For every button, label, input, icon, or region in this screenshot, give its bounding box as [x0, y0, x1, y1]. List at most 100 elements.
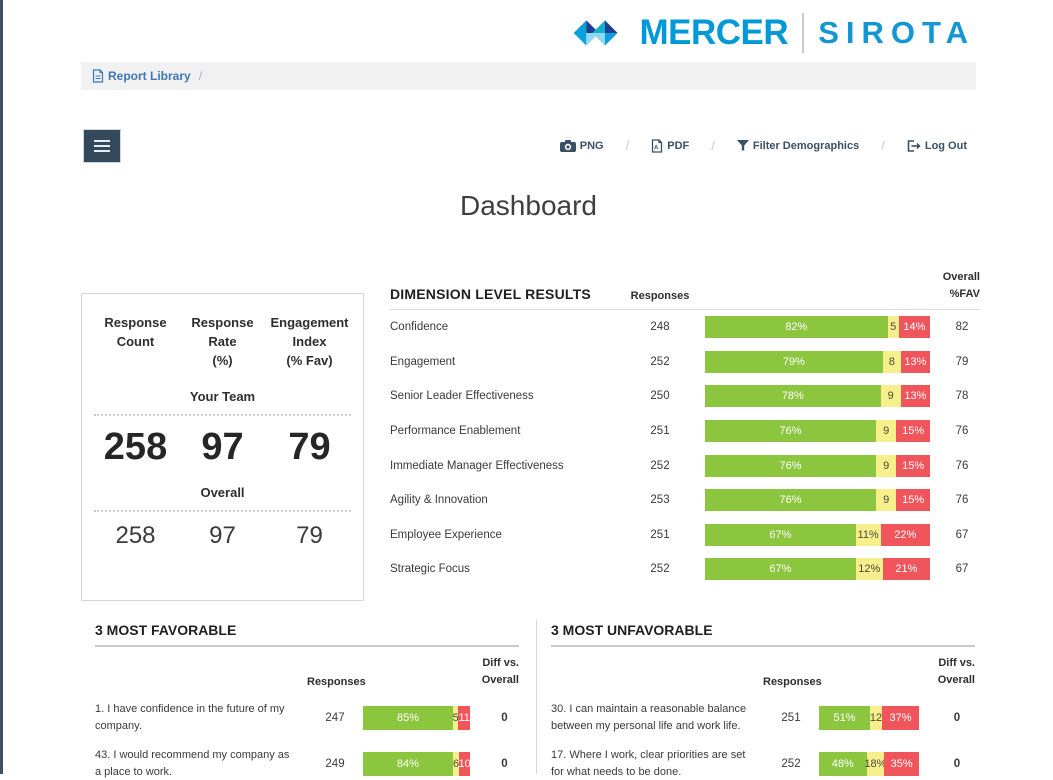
responses-value: 252	[781, 757, 801, 770]
toolbar-separator: /	[711, 138, 715, 153]
your-team-label: Your Team	[189, 388, 256, 404]
svg-text:A: A	[654, 145, 659, 151]
filter-label: Filter Demographics	[752, 139, 860, 152]
logout-button[interactable]: Log Out	[907, 140, 967, 152]
question-label: 17. Where I work, clear priorities are s…	[551, 749, 746, 778]
question-label: 30. I can maintain a reasonable balance …	[551, 703, 747, 732]
stacked-bar: 51% 12 37%	[819, 705, 919, 730]
question-label: 43. I would recommend my company as a pl…	[95, 749, 290, 778]
stacked-bar: 82% 5 14%	[705, 316, 930, 339]
overall-response-rate: 97	[209, 521, 236, 549]
dimension-label: Employee Experience	[390, 528, 502, 541]
table-row: 30. I can maintain a reasonable balance …	[551, 701, 975, 734]
document-icon	[92, 69, 104, 83]
responses-value: 251	[650, 528, 670, 541]
breadcrumb: Report Library /	[81, 62, 976, 90]
export-pdf-button[interactable]: A PDF	[651, 138, 690, 153]
dotted-divider	[94, 413, 351, 416]
diff-vs-overall-header: Diff vs. Overall	[937, 657, 975, 686]
responses-value: 249	[325, 757, 345, 770]
stacked-bar: 85% 5 11	[363, 705, 470, 730]
breadcrumb-label: Report Library	[108, 69, 191, 83]
responses-value: 248	[650, 321, 670, 334]
favorable-segment: 48%	[819, 751, 867, 776]
responses-value: 250	[650, 390, 670, 403]
neutral-segment: 6	[452, 751, 460, 776]
unfavorable-segment: 10	[459, 751, 471, 776]
mercer-logo-icon	[572, 14, 626, 52]
brand-divider	[802, 13, 805, 53]
dimension-label: Immediate Manager Effectiveness	[390, 459, 564, 472]
stacked-bar: 78% 9 13%	[705, 385, 930, 408]
stacked-bar: 76% 9 15%	[705, 454, 930, 477]
unfavorable-section-title: 3 MOST UNFAVORABLE	[551, 622, 975, 647]
sirota-wordmark: SIROTA	[818, 15, 975, 50]
responses-value: 251	[781, 711, 801, 724]
diff-value: 0	[501, 711, 508, 724]
filter-demographics-button[interactable]: Filter Demographics	[736, 139, 860, 152]
breadcrumb-report-library-link[interactable]: Report Library	[92, 69, 191, 83]
camera-icon	[559, 139, 576, 152]
question-label: 1. I have confidence in the future of my…	[95, 703, 285, 732]
menu-button[interactable]	[83, 129, 121, 163]
filter-funnel-icon	[736, 140, 749, 151]
table-row: Engagement 252 79% 8 13% 79	[390, 345, 980, 380]
table-row: 1. I have confidence in the future of my…	[95, 701, 519, 734]
diff-vs-overall-header: Diff vs. Overall	[481, 657, 519, 686]
neutral-segment: 9	[876, 420, 897, 443]
logout-label: Log Out	[924, 139, 967, 152]
neutral-segment: 9	[876, 489, 897, 512]
unfavorable-segment: 15%	[896, 420, 930, 443]
neutral-segment: 12	[870, 705, 882, 730]
pdf-label: PDF	[667, 139, 690, 152]
section-divider	[536, 620, 537, 774]
neutral-segment: 12%	[855, 558, 883, 581]
team-response-count: 258	[103, 425, 168, 468]
neutral-segment: 11%	[855, 523, 881, 546]
table-row: Immediate Manager Effectiveness 252 76% …	[390, 448, 980, 483]
neutral-segment: 9	[876, 454, 897, 477]
responses-value: 252	[650, 459, 670, 472]
responses-value: 252	[650, 563, 670, 576]
favorable-segment: 82%	[705, 316, 888, 339]
page-title: Dashboard	[460, 190, 597, 221]
favorable-segment: 51%	[819, 705, 870, 730]
overall-response-count: 258	[115, 521, 156, 549]
stacked-bar: 67% 12% 21%	[705, 558, 930, 581]
engagement-index-header: Engagement Index (% Fav)	[270, 315, 349, 368]
unfavorable-segment: 21%	[882, 558, 930, 581]
dimension-label: Confidence	[390, 321, 449, 334]
favorable-segment: 76%	[705, 454, 876, 477]
most-unfavorable-section: 3 MOST UNFAVORABLE Responses Diff vs. Ov…	[551, 622, 975, 780]
unfavorable-segment: 11	[458, 705, 470, 730]
overall-fav-value: 79	[955, 355, 969, 368]
favorable-segment: 76%	[705, 420, 876, 443]
table-row: Strategic Focus 252 67% 12% 21% 67	[390, 552, 980, 587]
png-label: PNG	[579, 139, 604, 152]
mercer-wordmark: MERCER	[639, 13, 789, 52]
team-response-rate: 97	[201, 425, 244, 468]
neutral-segment: 9	[880, 385, 901, 408]
dimension-results-section: DIMENSION LEVEL RESULTS Responses Overal…	[390, 269, 980, 587]
most-favorable-section: 3 MOST FAVORABLE Responses Diff vs. Over…	[95, 622, 519, 780]
table-row: 17. Where I work, clear priorities are s…	[551, 747, 975, 780]
stacked-bar: 84% 6 10	[363, 751, 471, 776]
dimension-section-title: DIMENSION LEVEL RESULTS	[390, 286, 591, 302]
response-count-header: Response Count	[104, 315, 167, 349]
table-row: Performance Enablement 251 76% 9 15% 76	[390, 414, 980, 449]
favorable-segment: 84%	[363, 751, 453, 776]
table-row: Employee Experience 251 67% 11% 22% 67	[390, 518, 980, 553]
breadcrumb-separator: /	[198, 69, 203, 83]
overall-fav-value: 76	[955, 459, 969, 472]
responses-header: Responses	[630, 290, 690, 302]
unfavorable-segment: 13%	[900, 350, 930, 373]
responses-header: Responses	[763, 676, 822, 688]
toolbar-separator: /	[625, 138, 630, 153]
favorable-section-title: 3 MOST FAVORABLE	[95, 622, 519, 647]
team-engagement-index: 79	[288, 425, 331, 468]
diff-value: 0	[501, 757, 508, 770]
export-png-button[interactable]: PNG	[559, 139, 604, 152]
stacked-bar: 67% 11% 22%	[705, 523, 930, 546]
dotted-divider	[94, 509, 351, 512]
dimension-label: Strategic Focus	[390, 563, 470, 576]
